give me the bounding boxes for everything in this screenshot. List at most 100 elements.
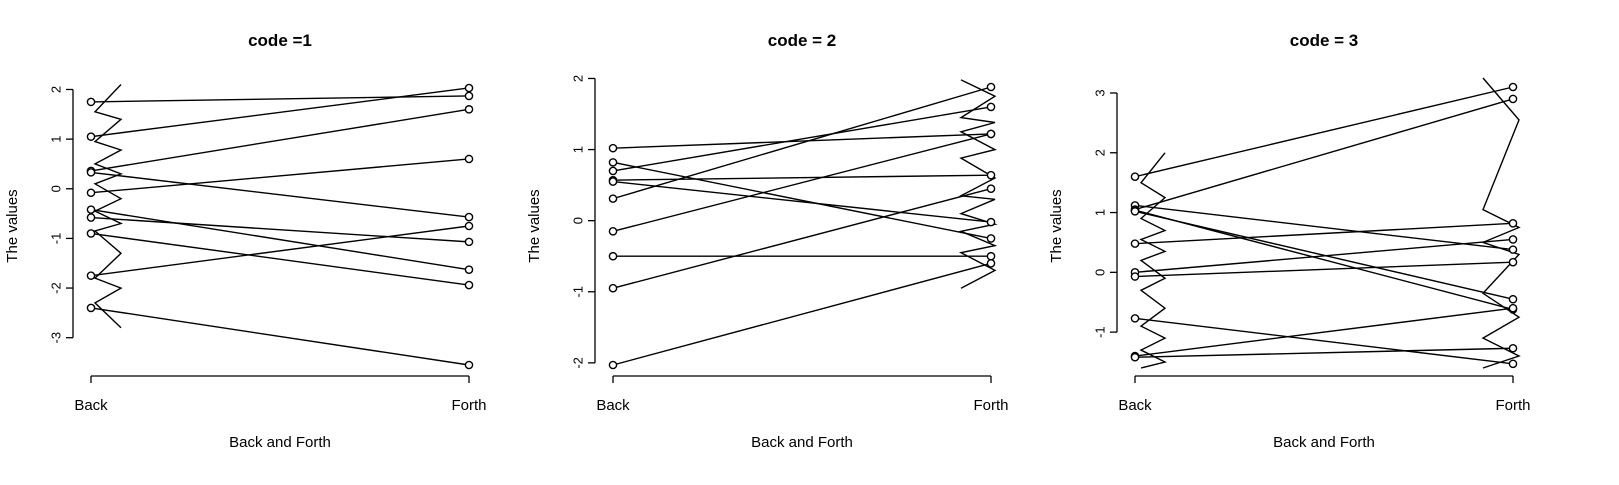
series-line [90, 307, 470, 366]
y-tick-label: 1 [570, 146, 585, 153]
series-line [1134, 261, 1514, 278]
data-point-forth [1508, 219, 1518, 228]
panel-title: code =1 [248, 31, 312, 50]
series-line [612, 133, 992, 233]
x-axis-label: Back and Forth [751, 434, 853, 451]
series-line [90, 216, 470, 243]
zigzag-line [93, 84, 123, 329]
y-tick-label: -1 [570, 286, 585, 298]
data-point-forth [986, 251, 996, 261]
data-point-back [608, 227, 618, 236]
series-line [612, 133, 992, 149]
series-line [1134, 86, 1514, 178]
series-line [1134, 317, 1514, 365]
series-line [90, 108, 470, 172]
series-line [612, 180, 992, 223]
panel-code-2: code = 2 Back and Forth The values Back … [526, 31, 1009, 451]
data-point-forth [986, 217, 996, 227]
y-tick-label: 1 [1092, 209, 1107, 216]
x-axis-label: Back and Forth [229, 434, 331, 451]
data-point-forth [1508, 235, 1518, 244]
y-axis-label: The values [1048, 189, 1065, 262]
data-point-forth [464, 83, 474, 93]
y-tick-label: 3 [1092, 89, 1107, 96]
data-point-forth [986, 82, 996, 92]
series-line [90, 232, 470, 286]
data-point-back [608, 251, 618, 261]
series-line [612, 187, 992, 289]
data-point-forth [1508, 82, 1518, 92]
series-line [1134, 204, 1514, 251]
y-tick-label: -3 [48, 332, 63, 344]
panel-title: code = 3 [1290, 31, 1359, 50]
zigzag-line [1139, 152, 1168, 369]
series-line [1134, 98, 1514, 211]
data-point-forth [986, 129, 996, 139]
data-point-back [1130, 207, 1140, 216]
series-line [90, 225, 470, 277]
panel-code-1: code =1 Back and Forth The values Back F… [4, 31, 487, 451]
y-tick-label: 1 [48, 136, 63, 143]
data-point-forth [986, 259, 996, 268]
y-tick-label: -1 [1092, 326, 1107, 338]
data-point-back [1130, 272, 1140, 281]
data-point-forth [1508, 257, 1518, 267]
data-point-back [86, 168, 96, 177]
data-point-forth [1508, 245, 1518, 254]
y-tick-label: 0 [570, 217, 585, 224]
zigzag-line [1480, 77, 1521, 369]
y-tick-label: -2 [48, 282, 63, 294]
zigzag-line [958, 79, 998, 289]
data-point-forth [464, 221, 474, 231]
data-point-forth [986, 102, 996, 112]
series-line [90, 208, 470, 271]
x-tick-forth: Forth [451, 397, 486, 414]
data-point-back [86, 132, 96, 141]
series-line [90, 171, 470, 218]
data-point-back [608, 194, 618, 203]
data-point-forth [464, 212, 474, 222]
x-tick-forth: Forth [1495, 397, 1530, 414]
y-tick-label: 2 [48, 86, 63, 93]
x-tick-back: Back [596, 397, 630, 414]
data-point-forth [464, 265, 474, 274]
y-axis-label: The values [4, 189, 21, 262]
data-point-back [1130, 314, 1140, 323]
y-tick-label: 0 [1092, 269, 1107, 276]
data-point-back [1130, 352, 1140, 362]
series-line [90, 95, 470, 103]
data-point-back [608, 360, 618, 370]
series-line [612, 161, 992, 240]
data-point-forth [986, 170, 996, 180]
data-point-forth [1508, 303, 1518, 313]
series-line [1134, 238, 1514, 274]
series-line [1134, 307, 1514, 357]
series-line [1134, 222, 1514, 245]
data-point-back [608, 143, 618, 153]
data-point-forth [1508, 359, 1518, 369]
data-point-back [86, 229, 96, 238]
data-point-back [1130, 172, 1140, 181]
y-axis-label: The values [526, 189, 543, 262]
data-point-forth [464, 280, 474, 290]
series-line [612, 106, 992, 172]
data-point-back [86, 188, 96, 198]
data-point-back [86, 213, 96, 222]
x-axis-label: Back and Forth [1273, 434, 1375, 451]
series-line [612, 262, 992, 366]
data-point-forth [464, 91, 474, 101]
data-point-back [86, 271, 96, 280]
panel-code-3: code = 3 Back and Forth The values Back … [1048, 31, 1531, 451]
data-point-forth [1508, 343, 1518, 353]
data-point-forth [464, 154, 474, 164]
y-tick-label: 0 [48, 185, 63, 192]
data-point-forth [1508, 94, 1518, 104]
data-point-forth [986, 184, 996, 193]
data-point-forth [464, 237, 474, 247]
data-point-forth [464, 105, 474, 114]
panel-title: code = 2 [768, 31, 837, 50]
series-line [1134, 347, 1514, 358]
y-tick-label: 2 [570, 75, 585, 82]
data-point-back [608, 177, 618, 186]
